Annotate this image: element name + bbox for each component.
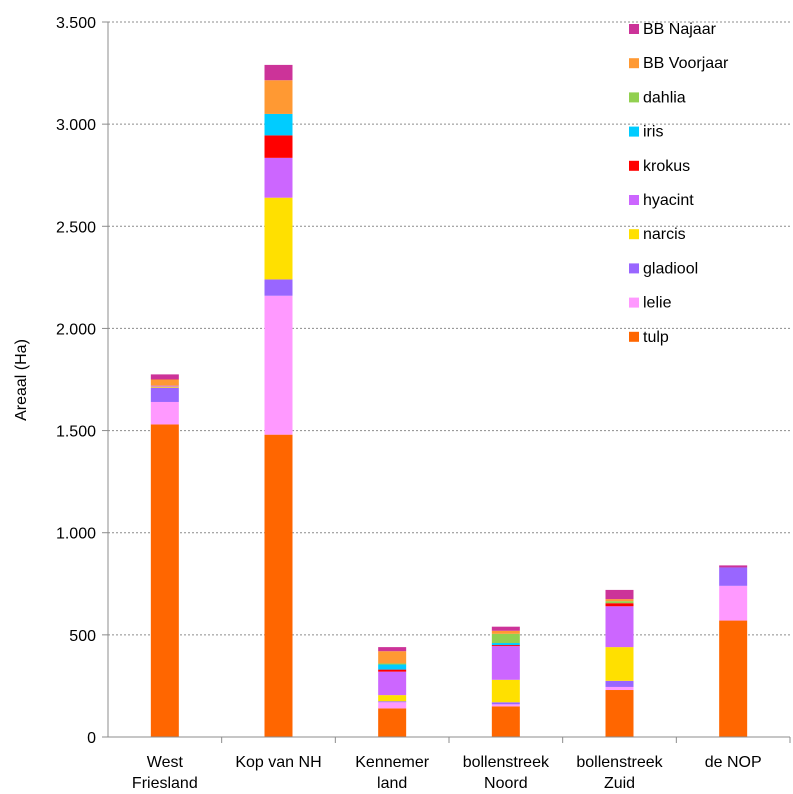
bar-segment-bb-najaar <box>264 64 293 81</box>
bar-segment-hyacint <box>378 671 407 696</box>
legend: BB Najaar BB Voorjaar dahlia iris krokus hyac… <box>629 21 729 346</box>
bar-segment-hyacint <box>605 606 634 648</box>
bar-segment-bb-voorjaar <box>605 599 634 602</box>
x-tick-label: Friesland <box>132 775 198 792</box>
legend-label: dahlia <box>643 89 686 106</box>
legend-swatch <box>629 92 639 103</box>
bar-segment-lelie <box>491 704 520 707</box>
legend-label: BB Voorjaar <box>643 55 729 72</box>
bar-segment-narcis <box>491 679 520 703</box>
y-tick-label: 2.500 <box>56 219 96 236</box>
legend-label: tulp <box>643 329 669 346</box>
bar-segment-narcis <box>378 695 407 702</box>
bar-segment-tulp <box>378 708 407 737</box>
legend-swatch <box>629 24 639 34</box>
legend-label: krokus <box>643 158 690 175</box>
bar-segment-gladiool <box>491 702 520 705</box>
bar-segment-bb-najaar <box>378 647 407 652</box>
bar-segment-krokus <box>264 135 293 158</box>
bar-segment-gladiool <box>150 387 179 402</box>
bars <box>150 64 748 737</box>
legend-label: iris <box>643 124 663 141</box>
legend-label: narcis <box>643 226 686 243</box>
bar-segment-hyacint <box>150 385 179 387</box>
bar-segment-narcis <box>150 386 179 388</box>
bar-segment-bb-najaar <box>150 374 179 380</box>
bar-segment-lelie <box>378 702 407 709</box>
x-tick-label: de NOP <box>705 754 762 771</box>
bar-segment-tulp <box>719 620 748 737</box>
bar-segment-bb-najaar <box>491 626 520 631</box>
x-tick-label: Zuid <box>604 775 635 792</box>
y-tick-label: 1.000 <box>56 526 96 543</box>
y-tick-label: 500 <box>69 628 96 645</box>
bar-segment-tulp <box>605 690 634 737</box>
bar-segment-iris <box>378 664 407 670</box>
legend-swatch <box>629 229 639 240</box>
x-tick-label: Noord <box>484 775 528 792</box>
legend-swatch <box>629 297 639 308</box>
legend-label: hyacint <box>643 192 694 209</box>
bar-segment-gladiool <box>378 701 407 703</box>
x-tick-label: bollenstreek <box>576 754 663 771</box>
bar-segment-hyacint <box>491 646 520 680</box>
bar-segment-gladiool <box>605 680 634 687</box>
x-tick-label: Kop van NH <box>235 754 321 771</box>
bar-segment-hyacint <box>264 157 293 198</box>
legend-swatch <box>629 126 639 137</box>
legend-swatch <box>629 160 639 171</box>
bar-segment-lelie <box>719 585 748 621</box>
legend-swatch <box>629 263 639 274</box>
bar-segment-tulp <box>491 706 520 737</box>
legend-swatch <box>629 331 639 342</box>
legend-label: BB Najaar <box>643 21 717 38</box>
x-tick-label: land <box>377 775 407 792</box>
bar-segment-lelie <box>605 686 634 691</box>
bar-segment-gladiool <box>719 567 748 586</box>
bar-segment-bb-najaar <box>605 589 634 600</box>
axes: 0 500 1.000 1.500 2.000 2.500 3.000 3.500 West Fr… <box>56 15 791 792</box>
y-tick-label: 3.500 <box>56 15 96 32</box>
bar-segment-lelie <box>150 401 179 425</box>
legend-label: lelie <box>643 295 672 312</box>
bar-segment-iris <box>264 113 293 136</box>
legend-swatch <box>629 58 639 69</box>
bar-segment-narcis <box>264 197 293 280</box>
bar-segment-bb-voorjaar <box>491 630 520 634</box>
bar-segment-lelie <box>264 295 293 435</box>
bar-segment-dahlia <box>605 601 634 604</box>
bar-segment-bb-voorjaar <box>150 379 179 386</box>
bar-segment-krokus <box>605 603 634 607</box>
bar-segment-bb-voorjaar <box>378 651 407 664</box>
y-tick-label: 1.500 <box>56 424 96 441</box>
bar-segment-gladiool <box>264 279 293 296</box>
bar-segment-tulp <box>264 434 293 737</box>
bar-segment-dahlia <box>378 663 407 665</box>
bar-segment-krokus <box>378 669 407 672</box>
bar-segment-bb-najaar <box>719 565 748 568</box>
y-tick-label: 2.000 <box>56 321 96 338</box>
grid <box>108 21 790 636</box>
legend-swatch <box>629 195 639 205</box>
bar-segment-dahlia <box>491 633 520 644</box>
y-tick-label: 0 <box>87 730 96 747</box>
bar-segment-tulp <box>150 424 179 737</box>
bar-segment-iris <box>491 643 520 646</box>
x-tick-label: bollenstreek <box>463 754 550 771</box>
legend-label: gladiool <box>643 260 698 277</box>
x-tick-label: West <box>147 754 184 771</box>
y-axis-title: Areaal (Ha) <box>13 339 30 421</box>
bar-segment-narcis <box>605 647 634 681</box>
y-tick-label: 3.000 <box>56 117 96 134</box>
bar-segment-bb-voorjaar <box>264 80 293 114</box>
bar-segment-krokus <box>491 645 520 647</box>
x-tick-label: Kennemer <box>355 754 429 771</box>
